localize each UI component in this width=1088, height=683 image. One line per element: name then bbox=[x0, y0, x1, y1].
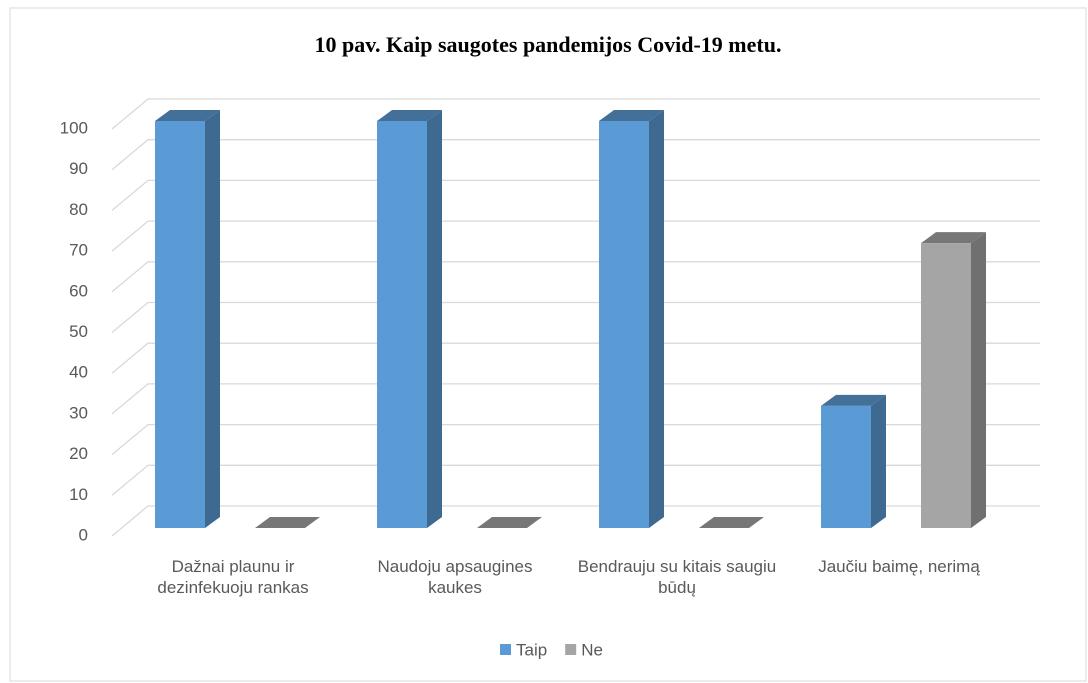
bar-front bbox=[155, 121, 205, 528]
y-tick-label: 30 bbox=[69, 403, 88, 422]
legend-label: Taip bbox=[516, 640, 547, 659]
bar-front bbox=[921, 243, 971, 528]
bar-top bbox=[377, 110, 442, 121]
bar-side bbox=[871, 394, 886, 528]
chart-title: 10 pav. Kaip saugotes pandemijos Covid-1… bbox=[315, 32, 782, 57]
bar-top bbox=[477, 517, 542, 528]
bar bbox=[821, 394, 886, 528]
grid-line bbox=[111, 179, 1040, 211]
x-tick-label: Bendrauju su kitais saugiu būdų bbox=[577, 557, 777, 597]
grid-line bbox=[111, 342, 1040, 374]
y-tick-label: 0 bbox=[79, 525, 88, 544]
bar bbox=[599, 110, 664, 528]
y-tick-label: 60 bbox=[69, 281, 88, 300]
bar-top bbox=[921, 232, 986, 244]
bar-side bbox=[427, 110, 442, 528]
bar bbox=[699, 517, 764, 528]
bar bbox=[921, 232, 986, 528]
grid-line bbox=[111, 423, 1040, 456]
bar-top bbox=[821, 394, 886, 406]
bar bbox=[377, 110, 442, 528]
grid-line bbox=[111, 505, 1040, 537]
bar bbox=[155, 110, 220, 528]
bar-front bbox=[821, 405, 871, 528]
legend-swatch bbox=[565, 644, 577, 655]
bar-side bbox=[649, 110, 664, 528]
x-tick-label: Jaučiu baimę, nerimą bbox=[818, 557, 980, 576]
grid-line bbox=[111, 464, 1040, 496]
grid-line bbox=[111, 301, 1040, 333]
y-tick-label: 20 bbox=[69, 444, 88, 463]
bar-front bbox=[377, 121, 427, 528]
bar-side bbox=[205, 110, 220, 528]
grid-line bbox=[111, 261, 1040, 293]
grid-line bbox=[111, 220, 1040, 252]
grid-line bbox=[111, 98, 1040, 130]
y-tick-label: 90 bbox=[69, 159, 88, 178]
legend-label: Ne bbox=[581, 640, 603, 659]
y-tick-label: 100 bbox=[60, 118, 88, 137]
grid-line bbox=[111, 383, 1040, 415]
x-tick-label: Dažnai plaunu ir dezinfekuoju rankas bbox=[157, 557, 309, 597]
y-tick-label: 70 bbox=[69, 241, 88, 260]
grid-line bbox=[111, 139, 1040, 171]
bar-front bbox=[599, 121, 649, 528]
y-tick-label: 50 bbox=[69, 322, 88, 341]
bar-top bbox=[255, 517, 320, 528]
bar bbox=[477, 517, 542, 528]
bar bbox=[255, 517, 320, 528]
y-tick-label: 80 bbox=[69, 200, 88, 219]
legend-swatch bbox=[500, 644, 511, 655]
bar-side bbox=[971, 232, 986, 528]
x-tick-label: Naudoju apsaugines kaukes bbox=[377, 557, 533, 597]
bar-top bbox=[599, 110, 664, 121]
bar-top bbox=[155, 110, 220, 121]
bar-top bbox=[699, 517, 764, 528]
y-tick-label: 10 bbox=[69, 485, 88, 504]
y-tick-label: 40 bbox=[69, 363, 88, 382]
